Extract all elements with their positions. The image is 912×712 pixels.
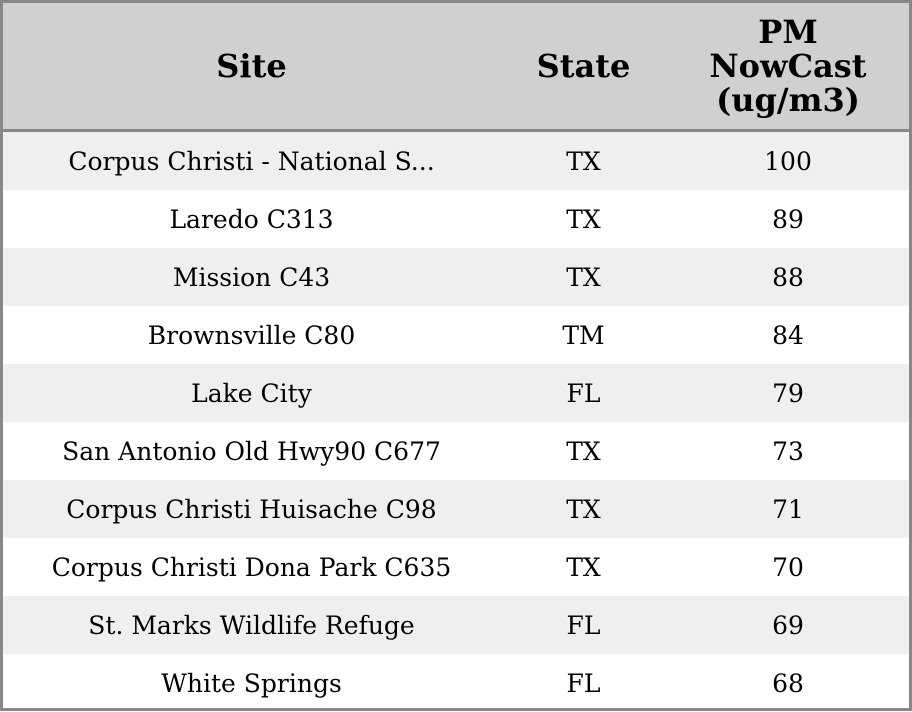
table-cell: TX — [500, 422, 667, 480]
table-cell: 73 — [667, 422, 909, 480]
table-cell: 89 — [667, 190, 909, 248]
table-cell: Laredo C313 — [3, 190, 500, 248]
table-cell: 68 — [667, 654, 909, 712]
table-cell: San Antonio Old Hwy90 C677 — [3, 422, 500, 480]
table-cell: TM — [500, 306, 667, 364]
table-cell: Lake City — [3, 364, 500, 422]
table-cell: 79 — [667, 364, 909, 422]
table-cell: Brownsville C80 — [3, 306, 500, 364]
table-cell: Mission C43 — [3, 248, 500, 306]
column-header-text: Site — [216, 49, 286, 83]
table-cell: Corpus Christi Huisache C98 — [3, 480, 500, 538]
table-cell: 69 — [667, 596, 909, 654]
table-cell: TX — [500, 131, 667, 191]
table-cell: 70 — [667, 538, 909, 596]
table-cell: FL — [500, 364, 667, 422]
header-row: Site State PM NowCast (ug/m3) — [3, 3, 909, 131]
table-cell: FL — [500, 654, 667, 712]
table-cell: Corpus Christi - National S... — [3, 131, 500, 191]
table-cell: 84 — [667, 306, 909, 364]
table-cell: Corpus Christi Dona Park C635 — [3, 538, 500, 596]
table-cell: St. Marks Wildlife Refuge — [3, 596, 500, 654]
column-header-text: State — [537, 49, 631, 83]
column-header: PM NowCast (ug/m3) — [667, 3, 909, 131]
column-header: Site — [3, 3, 500, 131]
table-cell: TX — [500, 480, 667, 538]
table-cell: TX — [500, 248, 667, 306]
table-cell: 88 — [667, 248, 909, 306]
column-header-text: PM NowCast (ug/m3) — [693, 15, 883, 117]
table-cell: 71 — [667, 480, 909, 538]
table-cell: FL — [500, 596, 667, 654]
table-cell: TX — [500, 190, 667, 248]
table-cell: 100 — [667, 131, 909, 191]
table: Site State PM NowCast (ug/m3) Corpus Chris… — [3, 3, 909, 712]
table-cell: White Springs — [3, 654, 500, 712]
table-cell: TX — [500, 538, 667, 596]
column-header: State — [500, 3, 667, 131]
